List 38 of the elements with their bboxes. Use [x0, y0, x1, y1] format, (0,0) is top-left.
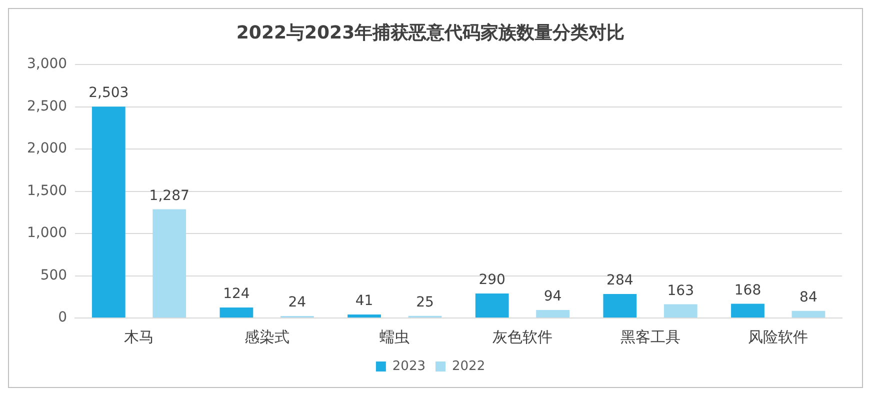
bar: [731, 304, 764, 318]
y-tick-label: 1,000: [26, 225, 68, 242]
x-tick-label: 感染式: [244, 328, 290, 346]
x-tick-label: 蠕虫: [380, 328, 410, 346]
data-label: 290: [478, 272, 506, 288]
chart-title: 2022与2023年捕获恶意代码家族数量分类对比: [236, 22, 625, 44]
data-label: 2,503: [88, 85, 129, 102]
bar: [603, 294, 637, 318]
y-tick-label: 3,000: [26, 56, 68, 72]
legend-label: 2023: [392, 358, 426, 374]
data-label: 124: [223, 286, 250, 302]
data-label: 84: [800, 290, 818, 306]
data-label: 1,287: [149, 188, 190, 204]
x-tick-label: 风险软件: [748, 328, 808, 346]
data-label: 24: [288, 294, 306, 311]
data-label: 284: [606, 272, 634, 289]
legend-label: 2022: [452, 358, 486, 374]
x-tick-label: 灰色软件: [492, 328, 552, 346]
bar: [792, 310, 826, 318]
bar: [152, 209, 186, 318]
y-tick-label: 500: [40, 267, 68, 284]
data-label: 94: [544, 288, 562, 305]
bar: [92, 106, 126, 318]
data-label: 163: [667, 282, 694, 299]
data-label: 25: [416, 294, 434, 311]
x-tick-label: 黑客工具: [620, 328, 680, 346]
bar: [664, 304, 698, 318]
bar: [348, 314, 381, 318]
data-label: 41: [355, 293, 374, 310]
y-tick-label: 0: [58, 310, 68, 326]
y-tick-label: 1,500: [26, 182, 68, 199]
y-tick-label: 2,000: [26, 140, 68, 157]
y-tick-label: 2,500: [26, 98, 68, 114]
bar: [536, 310, 570, 318]
data-label: 168: [734, 282, 762, 298]
bar: [475, 294, 509, 318]
x-tick-label: 木马: [124, 328, 154, 346]
bar: [220, 308, 254, 318]
